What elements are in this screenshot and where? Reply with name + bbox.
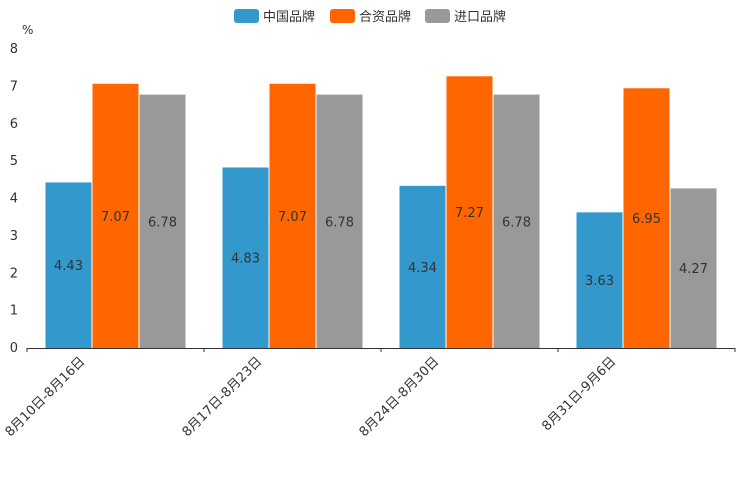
y-axis-label: % [22, 23, 33, 37]
legend-item-2[interactable]: 合资品牌 [330, 9, 411, 25]
bar-2-1 [92, 83, 139, 348]
bars: 4.43 7.07 6.78 4.83 7.07 6.78 4.34 7.27 6.78 3.63… [45, 76, 717, 349]
y-tick-label: 0 [10, 341, 18, 356]
y-tick-label: 3 [10, 229, 18, 244]
y-tick-label: 1 [10, 304, 18, 319]
x-tick-label: 8月10日-8月16日 [3, 354, 89, 440]
legend-swatch [234, 9, 259, 23]
data-label: 4.83 [231, 252, 260, 267]
bar-1-3 [399, 185, 446, 348]
y-tick-label: 5 [10, 154, 18, 169]
y-tick-label: 4 [10, 192, 18, 207]
y-tick-label: 8 [10, 42, 18, 57]
bar-2-2 [269, 83, 316, 348]
y-axis-ticks: 0 1 2 3 4 5 6 7 8 [10, 42, 18, 356]
data-label: 3.63 [585, 274, 614, 289]
data-label: 6.95 [632, 212, 661, 227]
y-tick-label: 7 [10, 79, 18, 94]
y-tick-label: 6 [10, 117, 18, 132]
x-tick-label: 8月24日-8月30日 [357, 354, 443, 440]
x-tick-label: 8月17日-8月23日 [180, 354, 266, 440]
data-label: 4.43 [54, 259, 83, 274]
legend-swatch [425, 9, 450, 23]
data-label: 6.78 [148, 215, 177, 230]
data-label: 7.27 [455, 206, 484, 221]
bar-3-1 [139, 94, 186, 348]
data-label: 4.27 [679, 262, 708, 277]
data-label: 7.07 [101, 210, 130, 225]
legend-label: 中国品牌 [263, 9, 315, 25]
legend-swatch [330, 9, 355, 23]
bar-1-2 [222, 167, 269, 348]
legend: 中国品牌 合资品牌 进口品牌 [234, 9, 506, 25]
bar-1-4 [576, 212, 623, 348]
bar-3-3 [493, 94, 540, 348]
data-label: 6.78 [325, 215, 354, 230]
bar-1-1 [45, 182, 92, 348]
data-label: 4.34 [408, 261, 437, 276]
bar-3-2 [316, 94, 363, 348]
data-label: 6.78 [502, 215, 531, 230]
x-axis: 8月10日-8月16日 8月17日-8月23日 8月24日-8月30日 8月31日-9… [3, 348, 736, 440]
y-tick-label: 2 [10, 266, 18, 281]
bar-3-4 [670, 188, 717, 348]
x-tick-label: 8月31日-9月6日 [539, 354, 619, 434]
bar-2-3 [446, 76, 493, 348]
bar-2-4 [623, 88, 670, 349]
legend-item-3[interactable]: 进口品牌 [425, 9, 506, 25]
legend-label: 合资品牌 [359, 9, 411, 25]
legend-item-1[interactable]: 中国品牌 [234, 9, 315, 25]
legend-label: 进口品牌 [454, 9, 506, 25]
data-label: 7.07 [278, 210, 307, 225]
